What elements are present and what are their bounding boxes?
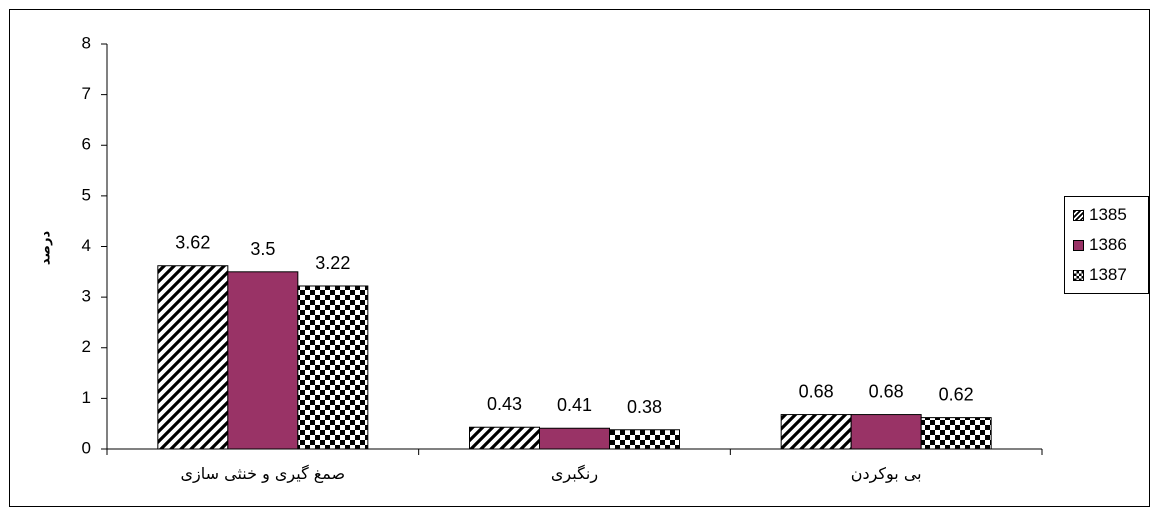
legend-label: 1385 <box>1089 205 1127 224</box>
bar-1386 <box>539 427 610 450</box>
bar-1387 <box>920 417 992 450</box>
bar-1387 <box>297 285 369 450</box>
y-tick-label: 8 <box>82 33 91 52</box>
bar-1386 <box>227 271 299 450</box>
legend-label: 1387 <box>1089 265 1127 284</box>
category-label: رنگبری <box>551 464 598 484</box>
y-tick-label: 7 <box>82 84 91 103</box>
data-label: 0.38 <box>627 397 662 417</box>
y-axis-ticks: 0 1 2 3 4 5 6 7 8 <box>82 33 107 457</box>
y-tick-label: 4 <box>82 236 91 255</box>
legend-swatch-checker <box>1073 269 1084 281</box>
category-labels: صمغ گیری و خنثی سازی رنگبری بی بوکردن <box>181 464 922 484</box>
data-label: 3.22 <box>315 253 350 273</box>
legend-label: 1386 <box>1089 235 1127 254</box>
bar-1386 <box>850 414 922 450</box>
category-label: بی بوکردن <box>851 464 922 484</box>
y-tick-label: 5 <box>82 185 91 204</box>
y-tick-label: 2 <box>82 337 91 356</box>
data-label: 0.41 <box>557 395 592 415</box>
bar-1385 <box>157 265 229 450</box>
bar-1385 <box>780 414 852 450</box>
y-tick-label: 3 <box>82 287 91 306</box>
data-label: 3.5 <box>250 239 275 259</box>
legend-item-1385: 1385 <box>1073 205 1127 225</box>
chart-legend: 1385 1386 1387 <box>1064 196 1149 294</box>
bar-1387 <box>609 429 680 450</box>
category-label: صمغ گیری و خنثی سازی <box>181 464 346 484</box>
x-axis-ticks <box>106 449 1043 455</box>
legend-item-1386: 1386 <box>1073 235 1127 255</box>
bar-1385 <box>469 426 540 450</box>
data-label: 3.62 <box>175 233 210 253</box>
y-tick-label: 6 <box>82 135 91 154</box>
data-label: 0.68 <box>799 382 834 402</box>
data-label: 0.68 <box>869 382 904 402</box>
bar-series <box>157 265 992 450</box>
data-label: 0.43 <box>487 394 522 414</box>
data-labels: 3.62 3.5 3.22 0.43 0.41 0.38 0.68 0.68 0.62 <box>175 233 973 417</box>
y-axis-title: درصد <box>39 231 54 266</box>
data-label: 0.62 <box>939 385 974 405</box>
legend-item-1387: 1387 <box>1073 265 1127 285</box>
y-tick-label: 0 <box>82 438 91 457</box>
y-tick-label: 1 <box>82 388 91 407</box>
legend-swatch-hatch <box>1073 209 1084 221</box>
legend-swatch-solid <box>1073 239 1084 251</box>
